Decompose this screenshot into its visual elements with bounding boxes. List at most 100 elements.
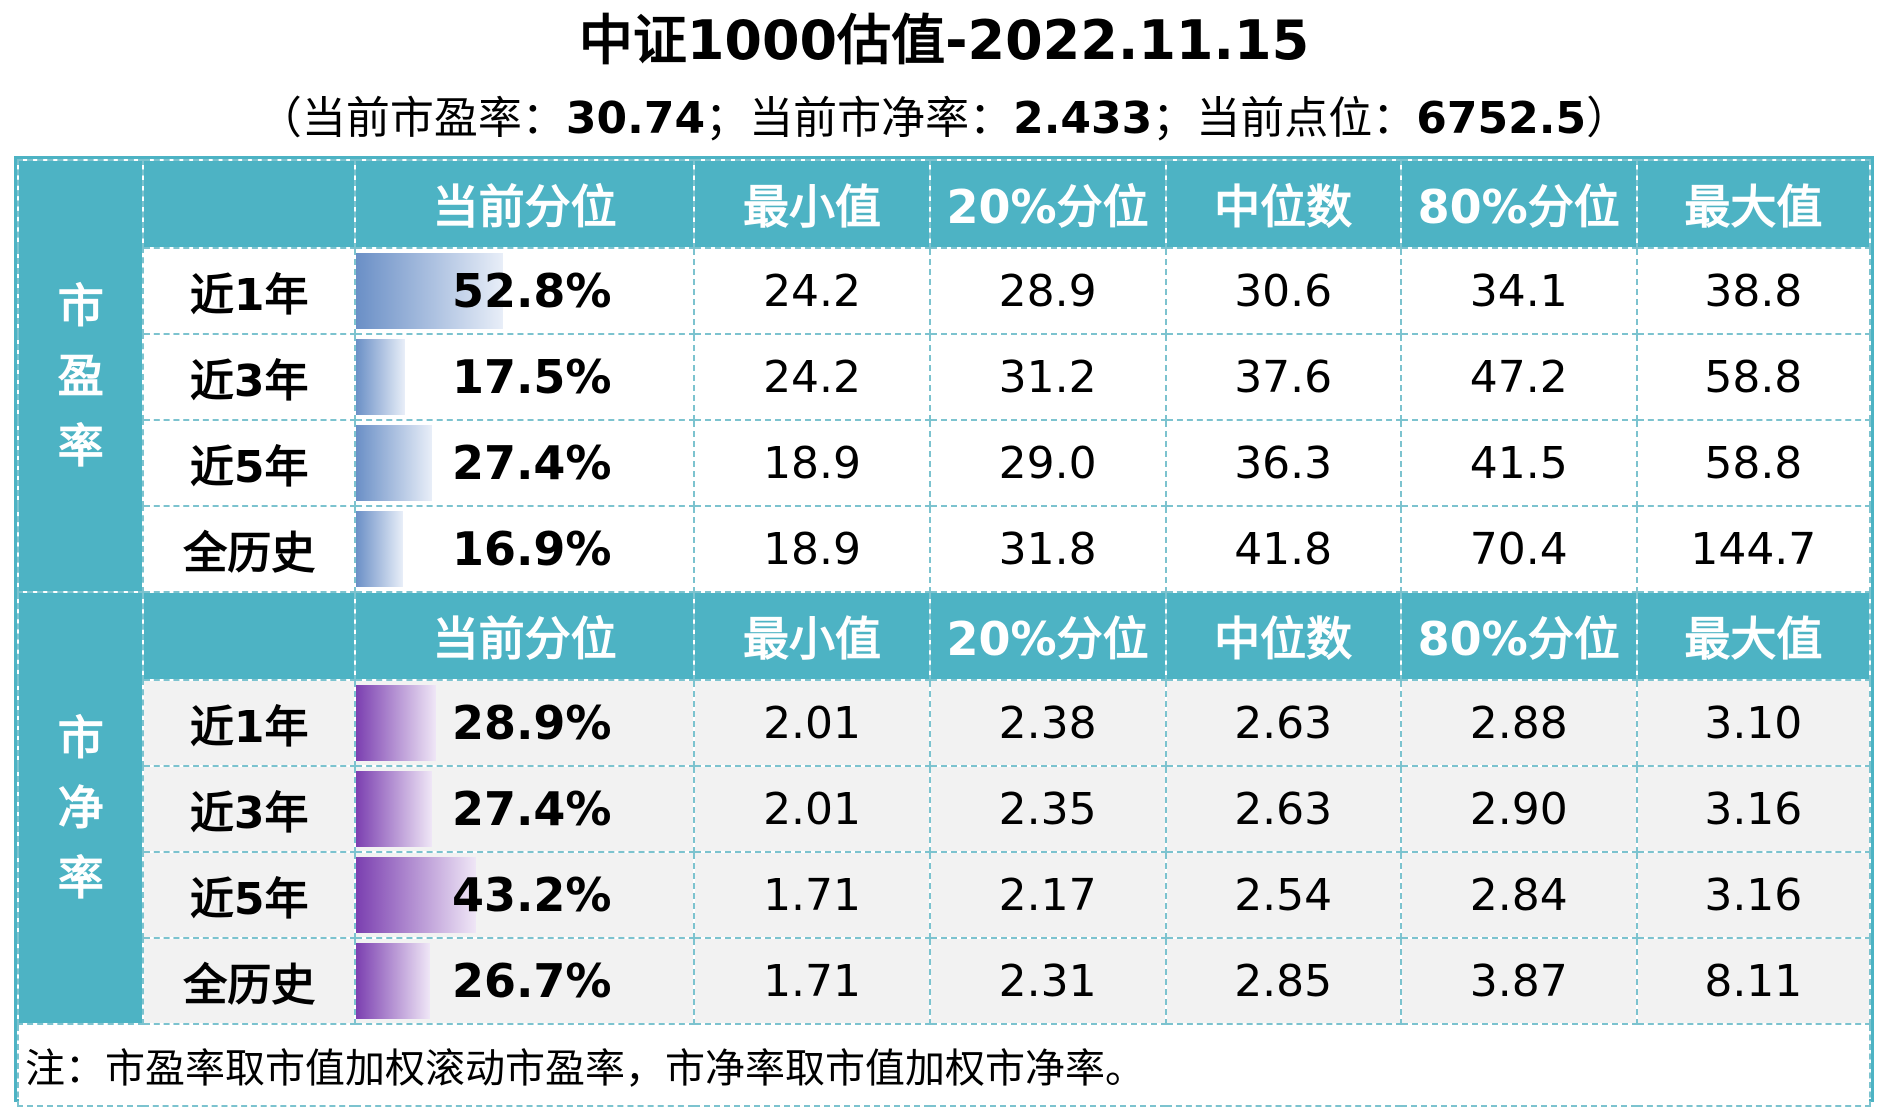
- table-row: 近1年 52.8% 24.2 28.9 30.6 34.1 38.8: [18, 247, 1872, 335]
- table-cell-value: 2.90: [1399, 765, 1638, 853]
- table-row: 全历史 26.7% 1.71 2.31 2.85 3.87 8.11: [18, 937, 1872, 1025]
- subtitle-open: （: [257, 93, 302, 144]
- percentile-cell: 16.9%: [353, 505, 696, 593]
- table-cell-value: 2.31: [928, 937, 1167, 1025]
- section-label-char: 市: [57, 279, 104, 333]
- percentile-cell: 28.9%: [353, 679, 696, 767]
- table-cell-value: 2.35: [928, 765, 1167, 853]
- percentile-value: 43.2%: [451, 868, 612, 922]
- percentile-cell: 27.4%: [353, 765, 696, 853]
- percentile-bar: [356, 771, 433, 847]
- table-cell-value: 18.9: [693, 505, 931, 593]
- table-cell-value: 2.84: [1399, 851, 1638, 939]
- table-cell-value: 2.85: [1164, 937, 1402, 1025]
- table-cell-value: 3.16: [1635, 765, 1872, 853]
- table-cell-value: 2.01: [693, 679, 931, 767]
- percentile-value: 28.9%: [451, 696, 612, 750]
- subtitle-pb-label: 当前市净率：: [749, 93, 1014, 144]
- table-cell-value: 31.8: [928, 505, 1167, 593]
- table-cell-value: 37.6: [1164, 333, 1402, 421]
- valuation-table: 市盈率当前分位 最小值 20%分位 中位数 80%分位 最大值 近1年 52.8% 24.2 28…: [16, 159, 1872, 1107]
- table-cell-value: 8.11: [1635, 937, 1872, 1025]
- column-header: 80%分位: [1399, 591, 1638, 681]
- table-cell-value: 2.01: [693, 765, 931, 853]
- table-cell-value: 70.4: [1399, 505, 1638, 593]
- table-cell-value: 3.10: [1635, 679, 1872, 767]
- section-label-char: 市: [57, 711, 104, 765]
- table-cell-value: 1.71: [693, 851, 931, 939]
- section-label-char: 盈: [57, 349, 104, 403]
- table-cell-value: 2.63: [1164, 679, 1402, 767]
- percentile-value: 26.7%: [451, 954, 612, 1008]
- percentile-bar: [356, 425, 433, 501]
- table-note: 注：市盈率取市值加权滚动市盈率，市净率取市值加权市净率。: [17, 1023, 1871, 1107]
- percentile-value: 16.9%: [451, 522, 612, 576]
- percentile-value: 52.8%: [451, 264, 612, 318]
- table-cell-value: 28.9: [928, 247, 1167, 335]
- column-header: 最小值: [693, 159, 931, 249]
- percentile-cell: 52.8%: [353, 247, 696, 335]
- row-period-label: 全历史: [142, 937, 356, 1025]
- subtitle-sep2: ；: [1152, 93, 1197, 144]
- column-header: 最小值: [693, 591, 931, 681]
- table-cell-value: 18.9: [693, 419, 931, 507]
- column-header: 80%分位: [1399, 159, 1638, 249]
- subtitle-pe-value: 30.74: [565, 93, 706, 144]
- table-header-row: 市净率 当前分位 最小值 20%分位 中位数 80%分位 最大值: [16, 591, 1872, 1025]
- table-row: 近3年 27.4% 2.01 2.35 2.63 2.90 3.16: [18, 765, 1872, 853]
- row-period-label: 近1年: [142, 679, 356, 767]
- percentile-value: 17.5%: [451, 350, 612, 404]
- section-label-pb: 市净率: [16, 591, 145, 1025]
- percentile-cell: 26.7%: [353, 937, 696, 1025]
- subtitle-point-value: 6752.5: [1416, 93, 1587, 144]
- row-period-label: 近3年: [142, 765, 356, 853]
- table-cell-value: 58.8: [1635, 333, 1872, 421]
- table-row: 近5年 43.2% 1.71 2.17 2.54 2.84 3.16: [18, 851, 1872, 939]
- section-label-char: 率: [57, 419, 104, 473]
- header-blank-cell: [142, 591, 356, 681]
- table-cell-value: 2.54: [1164, 851, 1402, 939]
- table-cell-value: 29.0: [928, 419, 1167, 507]
- percentile-value: 27.4%: [451, 436, 612, 490]
- table-row: 全历史 16.9% 18.9 31.8 41.8 70.4 144.7: [18, 505, 1872, 593]
- column-header: 当前分位: [353, 591, 696, 681]
- percentile-bar: [356, 339, 405, 415]
- percentile-bar: [356, 943, 431, 1019]
- table-cell-value: 2.17: [928, 851, 1167, 939]
- subtitle-pe-label: 当前市盈率：: [301, 93, 566, 144]
- table-row: 近3年 17.5% 24.2 31.2 37.6 47.2 58.8: [18, 333, 1872, 421]
- table-cell-value: 2.38: [928, 679, 1167, 767]
- percentile-bar: [356, 511, 403, 587]
- row-period-label: 近1年: [142, 247, 356, 335]
- row-period-label: 近5年: [142, 419, 356, 507]
- column-header: 20%分位: [928, 591, 1167, 681]
- table-cell-value: 41.8: [1164, 505, 1402, 593]
- table-cell-value: 2.88: [1399, 679, 1638, 767]
- percentile-cell: 43.2%: [353, 851, 696, 939]
- section-label-char: 率: [57, 851, 104, 905]
- table-row: 近1年 28.9% 2.01 2.38 2.63 2.88 3.10: [18, 679, 1872, 767]
- subtitle-sep1: ；: [705, 93, 750, 144]
- column-header: 最大值: [1635, 591, 1872, 681]
- row-period-label: 全历史: [142, 505, 356, 593]
- section-label-char: 净: [57, 781, 104, 835]
- subtitle-close: ）: [1586, 93, 1631, 144]
- table-cell-value: 34.1: [1399, 247, 1638, 335]
- row-period-label: 近5年: [142, 851, 356, 939]
- table-cell-value: 3.16: [1635, 851, 1872, 939]
- column-header: 中位数: [1164, 591, 1402, 681]
- table-cell-value: 144.7: [1635, 505, 1872, 593]
- percentile-bar: [356, 253, 503, 329]
- table-cell-value: 47.2: [1399, 333, 1638, 421]
- percentile-cell: 27.4%: [353, 419, 696, 507]
- table-cell-value: 36.3: [1164, 419, 1402, 507]
- table-cell-value: 24.2: [693, 333, 931, 421]
- column-header: 20%分位: [928, 159, 1167, 249]
- note-row: 注：市盈率取市值加权滚动市盈率，市净率取市值加权市净率。: [17, 1023, 1871, 1107]
- table-cell-value: 1.71: [693, 937, 931, 1025]
- table-cell-value: 31.2: [928, 333, 1167, 421]
- section-label-pe: 市盈率: [16, 159, 145, 593]
- header-blank-cell: [142, 159, 356, 249]
- percentile-value: 27.4%: [451, 782, 612, 836]
- row-period-label: 近3年: [142, 333, 356, 421]
